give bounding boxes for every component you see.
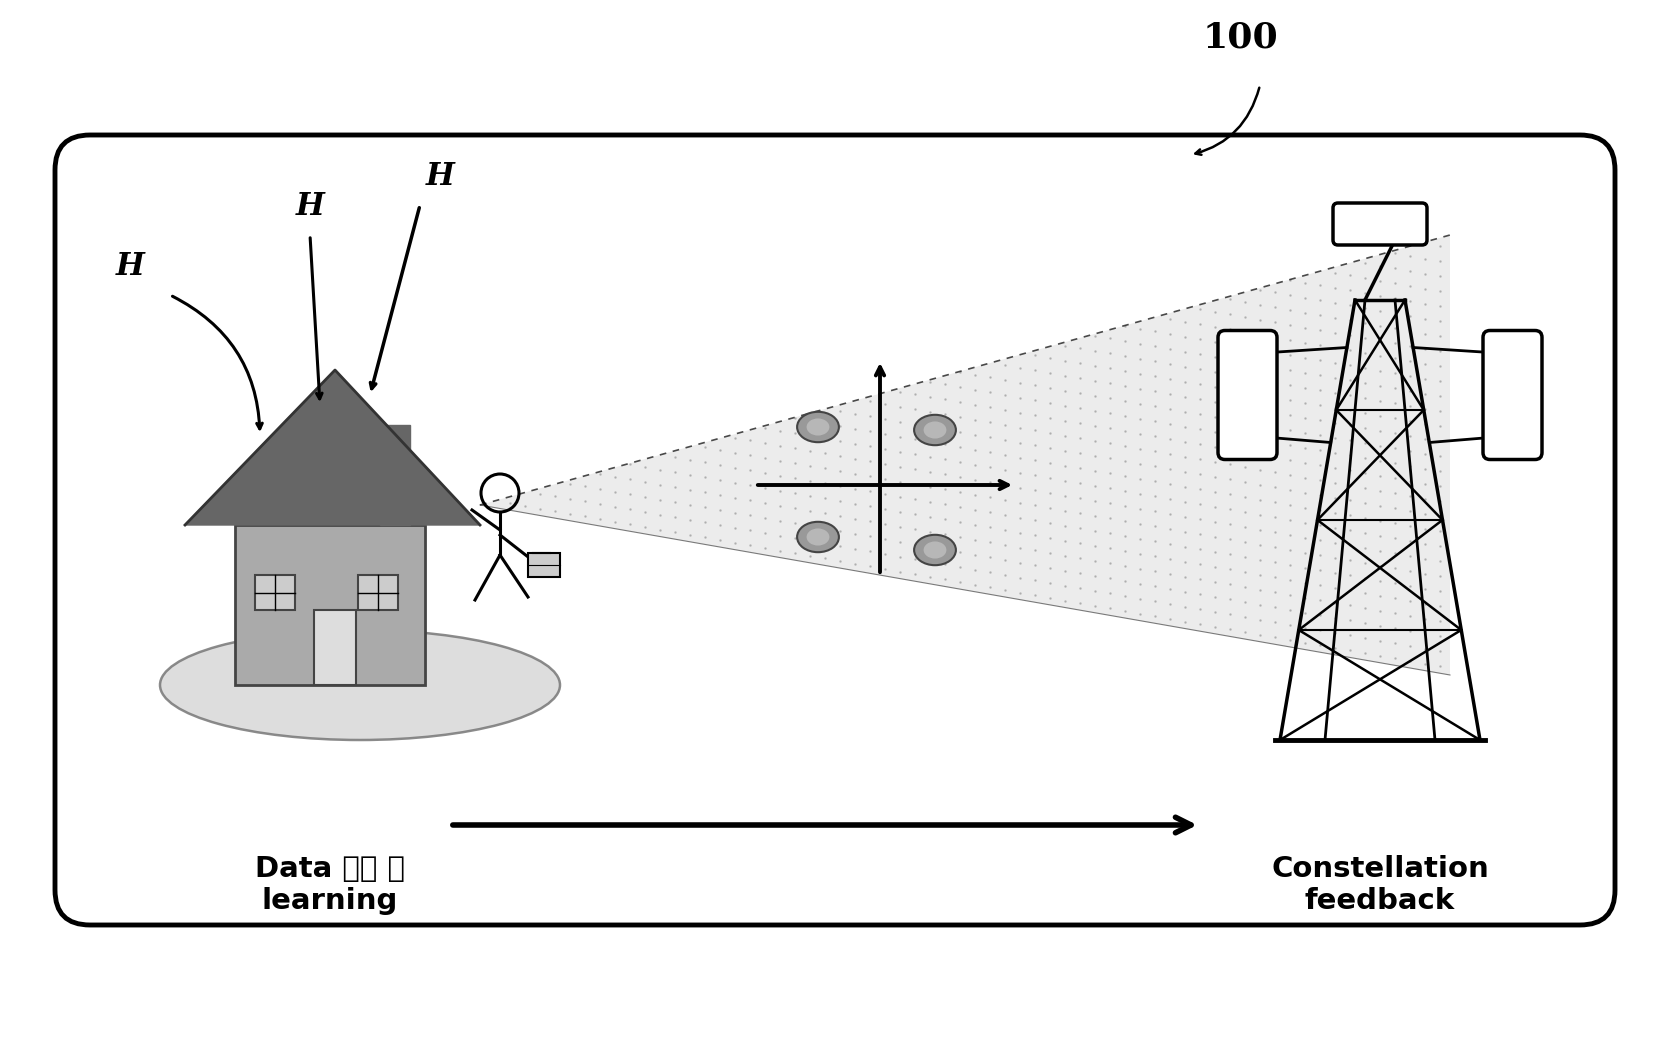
FancyBboxPatch shape <box>1333 203 1427 245</box>
FancyBboxPatch shape <box>357 575 397 610</box>
Polygon shape <box>381 425 409 525</box>
Text: Data 수집 및
learning: Data 수집 및 learning <box>255 855 406 916</box>
Ellipse shape <box>159 630 560 740</box>
FancyBboxPatch shape <box>528 553 560 577</box>
FancyBboxPatch shape <box>1482 330 1541 460</box>
FancyBboxPatch shape <box>314 610 356 685</box>
Ellipse shape <box>914 415 956 445</box>
Polygon shape <box>184 370 480 525</box>
FancyBboxPatch shape <box>55 135 1615 925</box>
FancyBboxPatch shape <box>255 575 295 610</box>
Text: Constellation
feedback: Constellation feedback <box>1271 855 1489 916</box>
FancyBboxPatch shape <box>235 525 424 685</box>
Text: H: H <box>295 191 324 222</box>
Text: H: H <box>116 251 144 282</box>
Text: H: H <box>426 161 454 192</box>
Polygon shape <box>480 235 1451 675</box>
FancyBboxPatch shape <box>1218 330 1276 460</box>
Text: 100: 100 <box>1202 21 1278 55</box>
Ellipse shape <box>807 419 830 436</box>
Ellipse shape <box>914 535 956 565</box>
Ellipse shape <box>924 541 946 558</box>
Ellipse shape <box>807 529 830 545</box>
Ellipse shape <box>924 421 946 439</box>
Ellipse shape <box>797 522 838 552</box>
Ellipse shape <box>797 411 838 442</box>
